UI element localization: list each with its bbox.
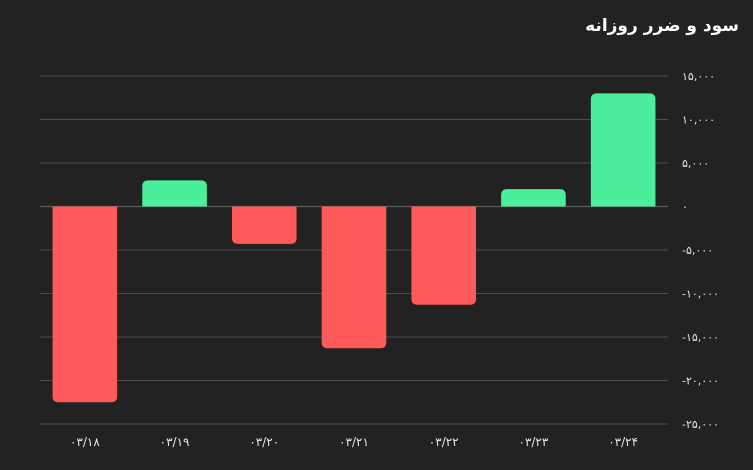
x-tick-label: ۰۳/۱۸ — [70, 435, 100, 449]
bar-profit[interactable] — [590, 93, 656, 207]
bar-layer — [52, 93, 656, 403]
y-axis-ticks: ۱۵,۰۰۰ ۱۰,۰۰۰ ۵,۰۰۰ ۰ -۵,۰۰۰ -۱۰,۰۰۰ -۱۵,۰۰۰ -۲… — [682, 70, 719, 431]
y-tick-label: -۵,۰۰۰ — [682, 244, 713, 257]
y-tick-label: -۲۰,۰۰۰ — [682, 375, 719, 388]
x-tick-label: ۰۳/۲۳ — [519, 435, 549, 449]
bar-profit[interactable] — [142, 180, 207, 207]
y-tick-label: ۵,۰۰۰ — [682, 157, 709, 170]
y-tick-label: -۲۵,۰۰۰ — [682, 418, 719, 431]
x-tick-label: ۰۳/۲۰ — [249, 435, 279, 449]
bar-loss[interactable] — [52, 206, 118, 403]
y-tick-label: ۰ — [682, 201, 688, 214]
bar-profit[interactable] — [501, 189, 566, 207]
x-tick-label: ۰۳/۲۱ — [339, 435, 369, 449]
bar-loss[interactable] — [321, 206, 387, 349]
bar-loss[interactable] — [231, 206, 297, 244]
chart-title: سود و ضرر روزانه — [585, 16, 739, 36]
x-tick-label: ۰۳/۲۲ — [429, 435, 459, 449]
y-tick-label: -۱۰,۰۰۰ — [682, 288, 719, 301]
y-tick-label: ۱۰,۰۰۰ — [682, 114, 715, 127]
x-tick-label: ۰۳/۲۴ — [608, 435, 638, 449]
x-axis-ticks: ۰۳/۱۸ ۰۳/۱۹ ۰۳/۲۰ ۰۳/۲۱ ۰۳/۲۲ ۰۳/۲۳ ۰۳/۲۴ — [70, 435, 638, 449]
y-tick-label: -۱۵,۰۰۰ — [682, 331, 719, 344]
x-tick-label: ۰۳/۱۹ — [160, 435, 190, 449]
bar-loss[interactable] — [411, 206, 477, 305]
y-tick-label: ۱۵,۰۰۰ — [682, 70, 715, 83]
